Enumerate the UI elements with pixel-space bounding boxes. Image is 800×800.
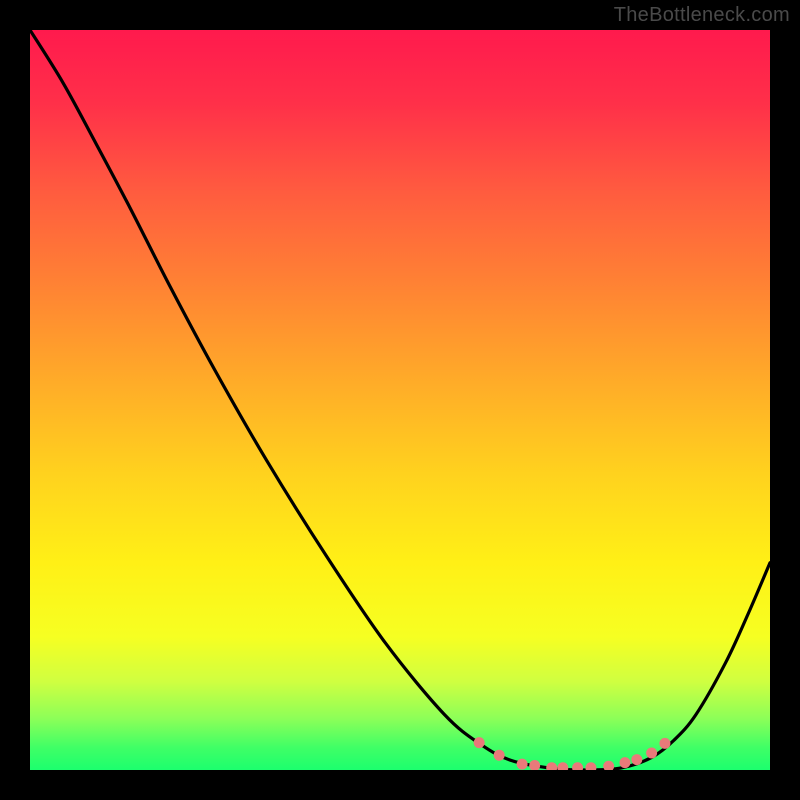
curve-marker [546, 762, 557, 770]
chart-curve-layer [30, 30, 770, 770]
bottleneck-curve [30, 30, 770, 770]
curve-marker [631, 754, 642, 765]
curve-marker [659, 738, 670, 749]
watermark-text: TheBottleneck.com [614, 4, 790, 27]
curve-marker [619, 757, 630, 768]
curve-marker [646, 747, 657, 758]
chart-plot-area [30, 30, 770, 770]
curve-marker [529, 760, 540, 770]
curve-marker [603, 761, 614, 770]
curve-marker [572, 762, 583, 770]
marker-group [474, 737, 671, 770]
curve-marker [494, 750, 505, 761]
curve-marker [474, 737, 485, 748]
curve-marker [517, 759, 528, 770]
curve-marker [585, 762, 596, 770]
curve-marker [557, 762, 568, 770]
